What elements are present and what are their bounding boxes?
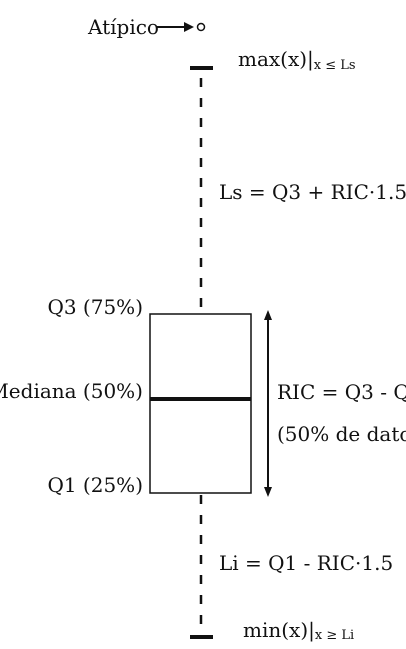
max-label: max(x)|x ≤ Ls — [238, 47, 356, 73]
min-label-main: min(x)| — [243, 618, 315, 643]
iqr-note-label: (50% de datos) — [277, 422, 406, 446]
max-label-sub: x ≤ Ls — [314, 58, 356, 73]
outlier-point — [196, 22, 206, 32]
max-label-main: max(x)| — [238, 47, 314, 72]
outlier-label: Atípico — [87, 15, 159, 39]
q3-label: Q3 (75%) — [47, 295, 143, 319]
min-label-sub: x ≥ Li — [315, 628, 354, 643]
outlier-arrow-head — [184, 22, 194, 32]
iqr-label: RIC = Q3 - Q1 — [277, 380, 406, 404]
iqr-bracket-top-head — [264, 310, 272, 320]
iqr-bracket-bottom-head — [264, 487, 272, 497]
lower-limit-label: Li = Q1 - RIC·1.5 — [219, 551, 393, 575]
median-label: Mediana (50%) — [0, 379, 143, 403]
min-label: min(x)|x ≥ Li — [243, 618, 354, 643]
q1-label: Q1 (25%) — [47, 473, 143, 497]
iqr-box — [149, 313, 252, 494]
upper-limit-label: Ls = Q3 + RIC·1.5 — [219, 180, 406, 204]
